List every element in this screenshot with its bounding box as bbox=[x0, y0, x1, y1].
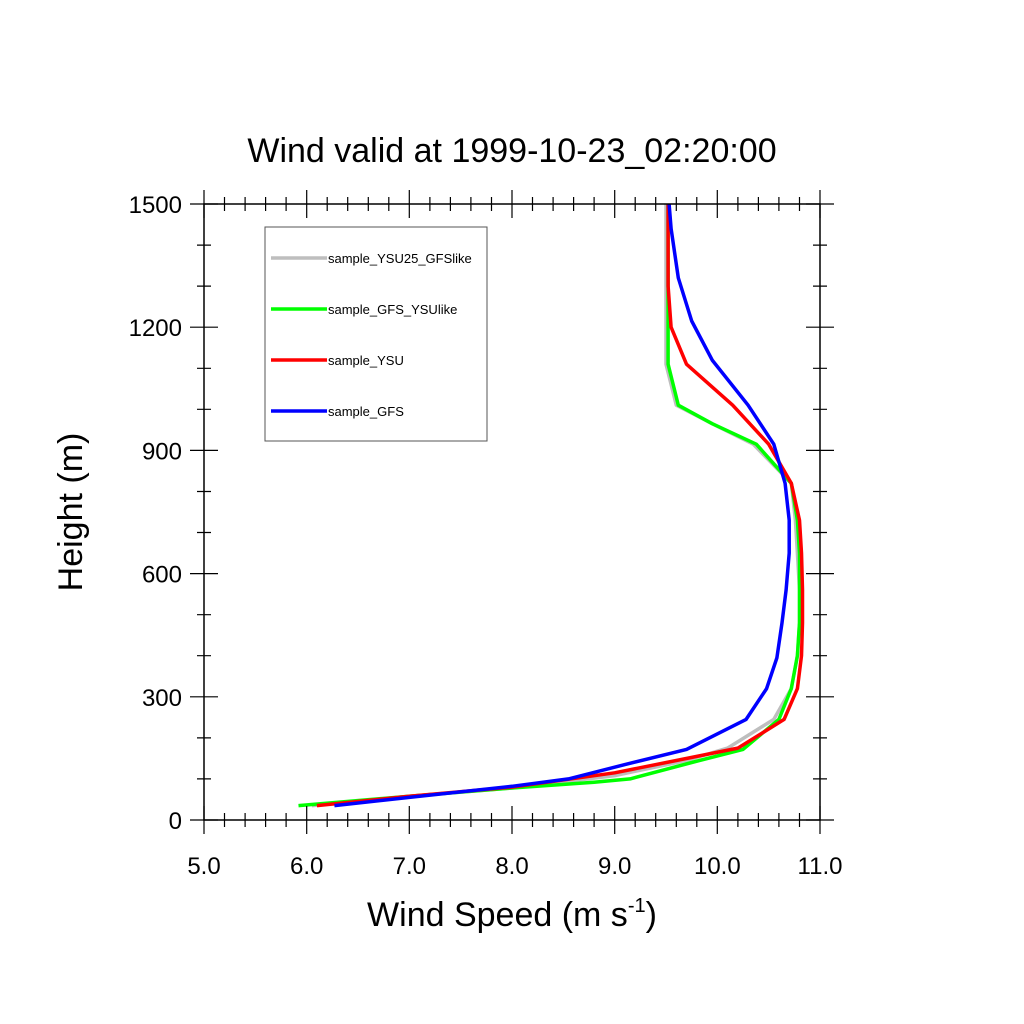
y-tick-label: 1200 bbox=[129, 315, 182, 342]
x-tick-label: 6.0 bbox=[290, 853, 323, 880]
x-tick-label: 9.0 bbox=[598, 853, 631, 880]
series-line-2 bbox=[298, 204, 802, 808]
y-tick-label: 900 bbox=[142, 438, 182, 465]
series-line-3 bbox=[316, 204, 805, 808]
y-tick-label: 1500 bbox=[129, 192, 182, 219]
x-tick-label: 11.0 bbox=[798, 853, 843, 880]
legend-label: sample_YSU bbox=[328, 353, 404, 368]
x-tick-label: 5.0 bbox=[187, 853, 220, 880]
x-tick-labels: 5.0 6.0 7.0 8.0 9.0 10.0 11.0 bbox=[187, 853, 842, 880]
series-layer bbox=[298, 203, 805, 808]
y-tick-label: 600 bbox=[142, 562, 182, 589]
y-axis-label: Height (m) bbox=[52, 433, 90, 592]
x-axis-label-main: Wind Speed (m s bbox=[367, 896, 628, 934]
y-tick-label: 0 bbox=[169, 808, 182, 835]
legend-box bbox=[264, 226, 488, 442]
plot-area: 5.0 6.0 7.0 8.0 9.0 10.0 11.0 0 300 600 900 1200 15… bbox=[129, 190, 842, 880]
legend-label: sample_GFS_YSUlike bbox=[328, 302, 457, 317]
y-tick-labels: 0 300 600 900 1200 1500 bbox=[129, 192, 182, 835]
x-tick-label: 8.0 bbox=[495, 853, 528, 880]
x-axis-label-superscript: -1 bbox=[628, 895, 646, 917]
series-line-4 bbox=[334, 203, 791, 808]
x-tick-label: 7.0 bbox=[393, 853, 426, 880]
y-tick-label: 300 bbox=[142, 685, 182, 712]
axis-ticks bbox=[190, 190, 834, 834]
x-tick-label: 10.0 bbox=[694, 853, 741, 880]
x-axis-label: Wind Speed (m s-1) bbox=[367, 895, 657, 934]
legend-label: sample_GFS bbox=[328, 404, 404, 419]
legend-label: sample_YSU25_GFSlike bbox=[328, 251, 472, 266]
x-axis-label-close: ) bbox=[646, 896, 657, 934]
chart-title: Wind valid at 1999-10-23_02:20:00 bbox=[247, 132, 776, 170]
legend: sample_YSU25_GFSlike sample_GFS_YSUlikesa… bbox=[264, 226, 488, 442]
tick-layer bbox=[190, 190, 834, 834]
